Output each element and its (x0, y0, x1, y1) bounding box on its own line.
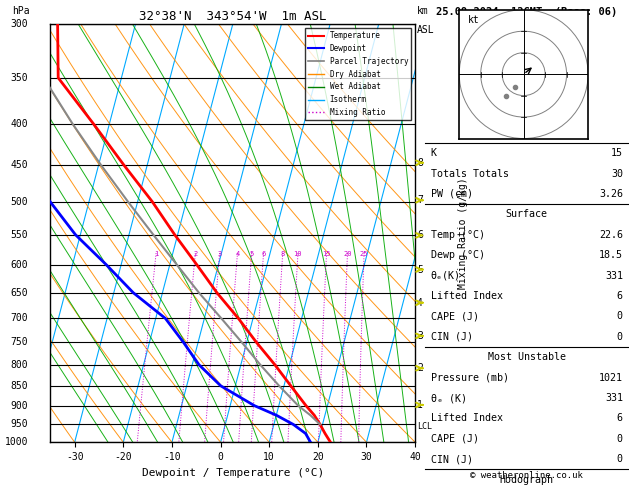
Text: Hodograph: Hodograph (500, 475, 554, 485)
Title: 32°38'N  343°54'W  1m ASL: 32°38'N 343°54'W 1m ASL (139, 10, 326, 23)
Text: 4: 4 (417, 298, 423, 308)
Text: 30: 30 (611, 169, 623, 178)
Text: Temp (°C): Temp (°C) (431, 230, 485, 240)
Text: 650: 650 (11, 288, 28, 298)
Text: 0: 0 (617, 434, 623, 444)
Text: 0: 0 (617, 332, 623, 342)
Text: 7: 7 (417, 195, 423, 205)
Text: CAPE (J): CAPE (J) (431, 434, 479, 444)
Text: Totals Totals: Totals Totals (431, 169, 509, 178)
Text: Pressure (mb): Pressure (mb) (431, 373, 509, 382)
Text: 20: 20 (343, 251, 352, 258)
Text: km: km (417, 6, 429, 16)
Text: 1021: 1021 (599, 373, 623, 382)
Text: 3: 3 (218, 251, 221, 258)
Text: Lifted Index: Lifted Index (431, 291, 503, 301)
Text: 8: 8 (281, 251, 285, 258)
Text: CIN (J): CIN (J) (431, 332, 473, 342)
Text: 331: 331 (605, 271, 623, 280)
Text: 750: 750 (11, 337, 28, 347)
Text: 400: 400 (11, 119, 28, 129)
Text: 550: 550 (11, 230, 28, 240)
Text: 8: 8 (417, 158, 423, 168)
Text: 950: 950 (11, 419, 28, 430)
Text: 3.26: 3.26 (599, 189, 623, 199)
Text: 6: 6 (417, 230, 423, 241)
Text: 350: 350 (11, 73, 28, 83)
Text: 5: 5 (417, 264, 423, 275)
Text: ASL: ASL (417, 25, 435, 35)
Text: 0: 0 (617, 312, 623, 321)
Text: 1: 1 (417, 400, 423, 410)
Text: 15: 15 (611, 148, 623, 158)
Text: 300: 300 (11, 19, 28, 29)
Text: 1: 1 (154, 251, 158, 258)
Text: LCL: LCL (417, 422, 432, 431)
Text: hPa: hPa (13, 6, 30, 16)
Text: K: K (431, 148, 437, 158)
Text: 18.5: 18.5 (599, 250, 623, 260)
Text: 800: 800 (11, 360, 28, 370)
X-axis label: Dewpoint / Temperature (°C): Dewpoint / Temperature (°C) (142, 468, 324, 478)
Text: θₑ (K): θₑ (K) (431, 393, 467, 403)
Legend: Temperature, Dewpoint, Parcel Trajectory, Dry Adiabat, Wet Adiabat, Isotherm, Mi: Temperature, Dewpoint, Parcel Trajectory… (305, 28, 411, 120)
Text: 3: 3 (417, 331, 423, 341)
Text: 1000: 1000 (5, 437, 28, 447)
Text: 450: 450 (11, 160, 28, 170)
Text: 25.09.2024  12GMT  (Base: 06): 25.09.2024 12GMT (Base: 06) (436, 7, 618, 17)
Text: 25: 25 (360, 251, 369, 258)
Text: Most Unstable: Most Unstable (487, 352, 566, 362)
Text: kt: kt (468, 15, 479, 25)
Text: CIN (J): CIN (J) (431, 454, 473, 464)
Text: 4: 4 (235, 251, 240, 258)
Text: 0: 0 (617, 454, 623, 464)
Text: 15: 15 (322, 251, 331, 258)
Text: © weatheronline.co.uk: © weatheronline.co.uk (470, 471, 583, 480)
Text: 700: 700 (11, 313, 28, 324)
Text: CAPE (J): CAPE (J) (431, 312, 479, 321)
Text: 331: 331 (605, 393, 623, 403)
Text: 10: 10 (294, 251, 302, 258)
Text: Surface: Surface (506, 209, 548, 219)
Text: 6: 6 (617, 291, 623, 301)
Text: PW (cm): PW (cm) (431, 189, 473, 199)
Text: 2: 2 (417, 363, 423, 373)
Text: 6: 6 (261, 251, 265, 258)
Text: 600: 600 (11, 260, 28, 270)
Text: 850: 850 (11, 381, 28, 391)
Text: 2: 2 (193, 251, 198, 258)
Text: θₑ(K): θₑ(K) (431, 271, 460, 280)
Text: Dewp (°C): Dewp (°C) (431, 250, 485, 260)
Text: 6: 6 (617, 414, 623, 423)
Text: 900: 900 (11, 400, 28, 411)
Text: Lifted Index: Lifted Index (431, 414, 503, 423)
Text: 22.6: 22.6 (599, 230, 623, 240)
Text: 500: 500 (11, 197, 28, 207)
Text: 5: 5 (250, 251, 253, 258)
Text: Mixing Ratio (g/kg): Mixing Ratio (g/kg) (457, 177, 467, 289)
